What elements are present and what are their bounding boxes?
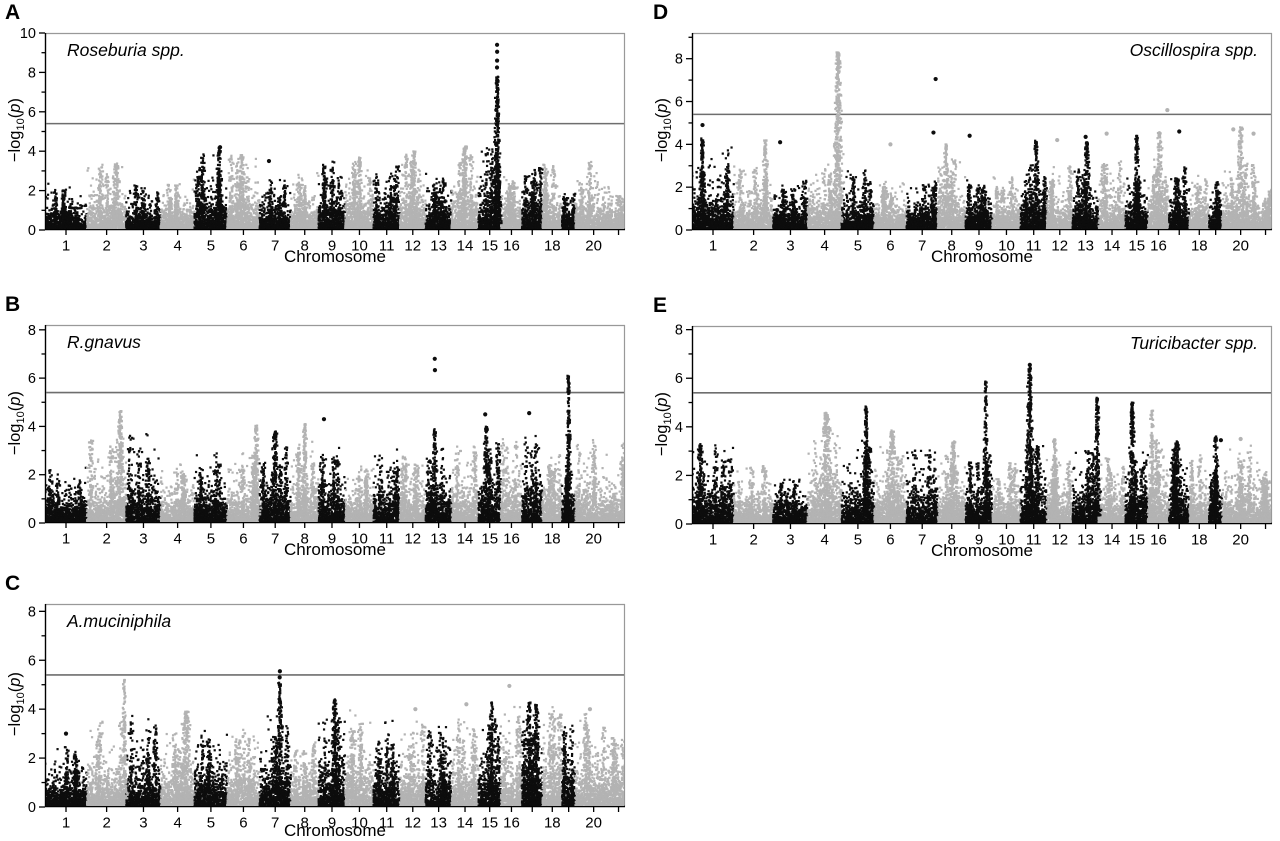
- panel-c-letter: C: [5, 572, 21, 595]
- panel-d-letter: D: [653, 1, 669, 24]
- y-axis-label-c: −log10(p): [5, 672, 28, 737]
- y-axis-label-e: −log10(p): [652, 392, 675, 457]
- x-axis-label-b: Chromosome: [283, 540, 387, 559]
- panel-e-title: Turicibacter spp.: [1129, 333, 1258, 353]
- x-axis-label-d: Chromosome: [930, 247, 1034, 266]
- x-axis-label-a: Chromosome: [283, 247, 387, 266]
- y-axis-label-b: −log10(p): [5, 391, 28, 456]
- panel-c-title: A.muciniphila: [67, 611, 172, 631]
- x-axis-label-e: Chromosome: [930, 541, 1034, 560]
- panel-a-letter: A: [5, 1, 21, 24]
- panel-e-letter: E: [653, 294, 668, 317]
- panel-b-title: R.gnavus: [67, 332, 141, 352]
- y-axis-label-a: −log10(p): [5, 98, 28, 163]
- y-axis-label-d: −log10(p): [652, 98, 675, 163]
- panel-d-title: Oscillospira spp.: [1129, 40, 1258, 60]
- x-axis-label-c: Chromosome: [283, 821, 387, 840]
- panel-b-letter: B: [5, 293, 21, 316]
- panel-a-title: Roseburia spp.: [67, 40, 185, 60]
